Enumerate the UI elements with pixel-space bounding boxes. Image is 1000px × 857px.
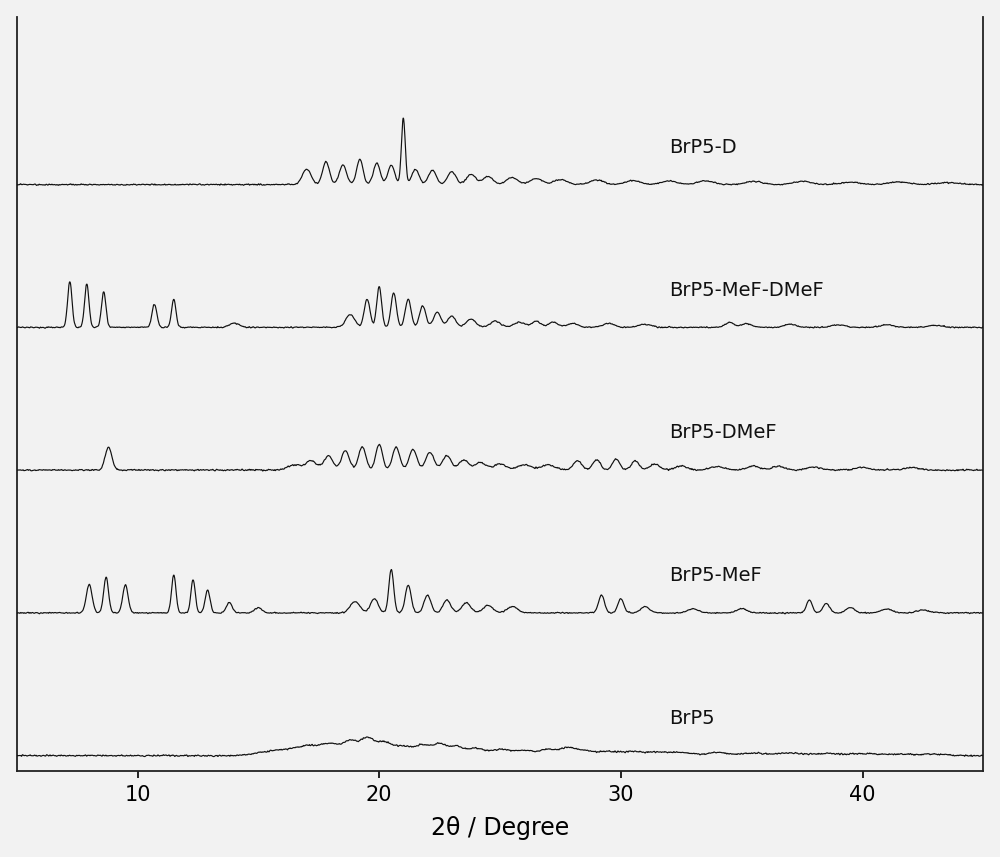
- Text: BrP5: BrP5: [669, 709, 715, 728]
- Text: BrP5-MeF: BrP5-MeF: [669, 566, 762, 585]
- Text: BrP5-DMeF: BrP5-DMeF: [669, 423, 777, 442]
- Text: BrP5-D: BrP5-D: [669, 138, 737, 157]
- X-axis label: 2θ / Degree: 2θ / Degree: [431, 817, 569, 841]
- Text: BrP5-MeF-DMeF: BrP5-MeF-DMeF: [669, 280, 824, 300]
